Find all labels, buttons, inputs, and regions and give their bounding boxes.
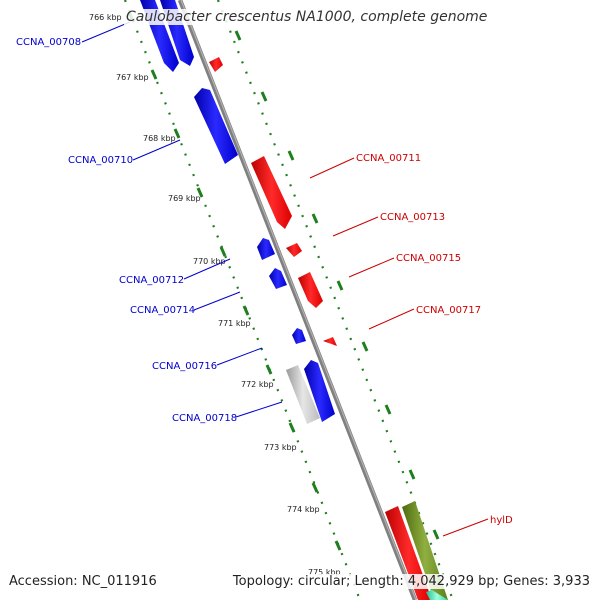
gene-small-1[interactable] [209, 57, 223, 72]
label-ccna-00711[interactable]: CCNA_00711 [356, 153, 421, 164]
label-ccna-00713[interactable]: CCNA_00713 [380, 212, 445, 223]
forward-strand-genes [209, 57, 432, 600]
label-ccna-00717[interactable]: CCNA_00717 [416, 305, 481, 316]
kbp-labels: 766 kbp 767 kbp 768 kbp 769 kbp 770 kbp … [89, 13, 341, 577]
label-hyld[interactable]: hylD [490, 515, 513, 526]
label-ccna-00712[interactable]: CCNA_00712 [119, 275, 184, 286]
label-ccna-00716[interactable]: CCNA_00716 [152, 361, 217, 372]
kbp-label: 767 kbp [116, 73, 149, 82]
kbp-label: 774 kbp [287, 505, 320, 514]
kbp-label: 771 kbp [218, 319, 251, 328]
gene-ccna-00716[interactable] [292, 328, 306, 344]
gene-ccna-00715[interactable] [298, 272, 323, 308]
kbp-label: 770 kbp [193, 257, 226, 266]
kbp-label: 775 kbp [308, 568, 341, 577]
sequence-axis [177, 0, 418, 600]
kbp-label: 766 kbp [89, 13, 122, 22]
gene-ccna-00714[interactable] [269, 268, 287, 289]
kbp-label: 768 kbp [143, 134, 176, 143]
reverse-gene-labels: CCNA_00708 CCNA_00710 CCNA_00712 CCNA_00… [16, 21, 283, 424]
reverse-strand-genes [140, 0, 335, 422]
topology-text: Topology: circular; Length: 4,042,929 bp… [232, 574, 590, 589]
kbp-label: 773 kbp [264, 443, 297, 452]
gene-teal[interactable] [426, 590, 448, 600]
gene-ccna-00713[interactable] [286, 243, 302, 257]
label-ccna-00708[interactable]: CCNA_00708 [16, 37, 81, 48]
gene-ccna-00711[interactable] [251, 156, 292, 229]
gene-ccna-00718[interactable] [304, 360, 335, 422]
label-ccna-00710[interactable]: CCNA_00710 [68, 155, 133, 166]
kbp-label: 772 kbp [241, 380, 274, 389]
gene-ccna-00712[interactable] [257, 238, 275, 260]
gene-pseudo[interactable] [286, 365, 320, 424]
label-ccna-00715[interactable]: CCNA_00715 [396, 253, 461, 264]
forward-track-ticks [234, 30, 440, 540]
kbp-major-ticks [127, 11, 342, 551]
gene-ccna-00710[interactable] [194, 88, 238, 164]
page-title: Caulobacter crescentus NA1000, complete … [124, 9, 490, 25]
kbp-label: 769 kbp [168, 194, 201, 203]
forward-gene-labels: CCNA_00711 CCNA_00713 CCNA_00715 CCNA_00… [309, 153, 513, 537]
reverse-tick-track [123, 0, 362, 600]
label-ccna-00718[interactable]: CCNA_00718 [172, 413, 237, 424]
accession-text: Accession: NC_011916 [9, 574, 157, 589]
gene-ccna-00717[interactable] [323, 337, 337, 346]
label-ccna-00714[interactable]: CCNA_00714 [130, 305, 195, 316]
